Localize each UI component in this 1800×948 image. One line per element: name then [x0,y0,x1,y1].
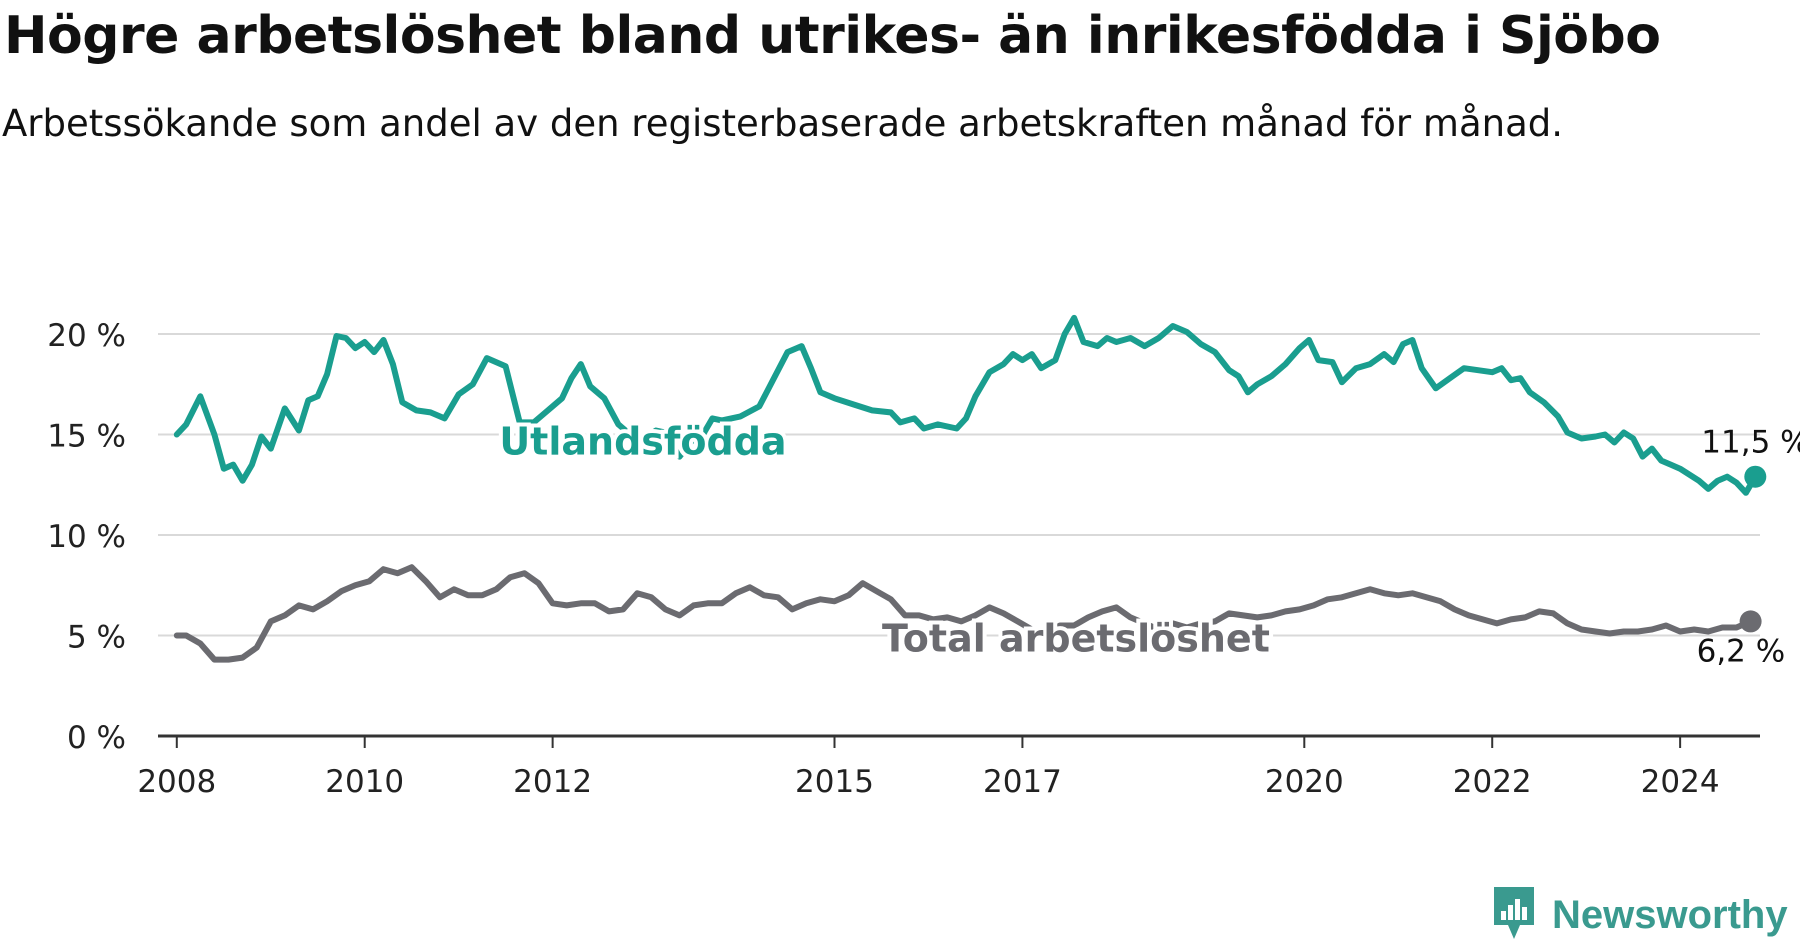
series-end-label: 11,5 % [1701,425,1800,461]
series-line [173,314,1759,496]
y-tick-label: 5 % [67,620,126,656]
newsworthy-brand[interactable]: Newsworthy [1490,885,1788,945]
x-tick-label: 2012 [513,764,592,800]
grid-lines [158,333,1760,637]
x-tick-label: 2022 [1453,764,1532,800]
y-axis: 0 % 5 % 10 % 15 % 20 % [47,318,126,756]
x-axis: 2008 2010 2012 2015 2017 2020 2022 2024 [137,734,1760,800]
chart-subtitle: Arbetssökande som andel av den registerb… [2,102,1563,145]
x-tick-label: 2017 [983,764,1062,800]
series-lines [173,314,1767,663]
y-tick-label: 20 % [47,318,126,354]
y-tick-label: 10 % [47,519,126,555]
y-tick-label: 15 % [47,419,126,455]
series-end-label: 6,2 % [1697,633,1786,669]
y-tick-label: 0 % [67,720,126,756]
series-end-point [1739,610,1762,633]
series-name-label: Total arbetslöshet [882,616,1270,660]
x-tick-label: 2008 [137,764,216,800]
x-tick-label: 2024 [1641,764,1720,800]
x-tick-label: 2020 [1265,764,1344,800]
chart-title: Högre arbetslöshet bland utrikes- än inr… [4,6,1661,66]
series-name-label: Utlandsfödda [499,420,786,464]
newsworthy-logo-icon [1490,885,1538,945]
series-end-point [1744,465,1767,488]
series-line [173,564,1754,663]
brand-name: Newsworthy [1552,892,1788,937]
series-labels: 11,5 % Utlandsfödda 6,2 % Total arbetslöshe… [495,416,1800,670]
x-tick-label: 2015 [795,764,874,800]
x-tick-label: 2010 [325,764,404,800]
